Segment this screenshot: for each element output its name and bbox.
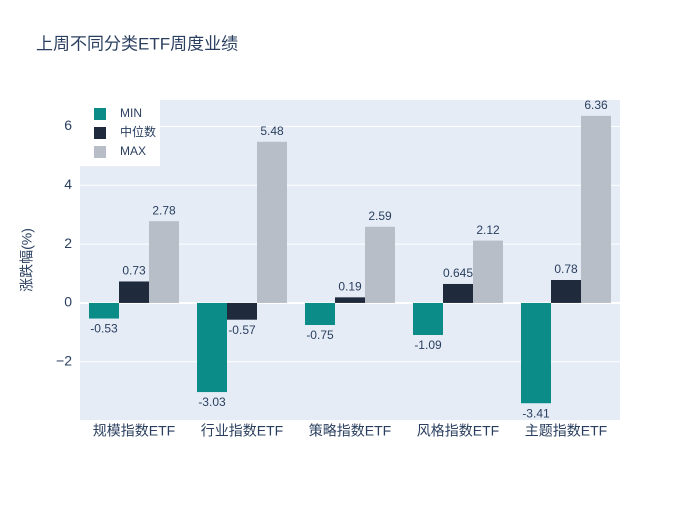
chart-title: 上周不同分类ETF周度业绩	[36, 34, 238, 53]
value-label: 2.59	[368, 209, 392, 223]
bar	[149, 221, 179, 303]
bar	[443, 283, 473, 303]
y-axis-title: 涨跌幅(%)	[19, 228, 35, 292]
value-label: 6.36	[584, 98, 608, 112]
value-label: -0.57	[228, 323, 256, 337]
value-label: -0.75	[306, 328, 334, 342]
value-label: 5.48	[260, 124, 284, 138]
legend-swatch	[94, 108, 106, 120]
value-label: -1.09	[414, 338, 442, 352]
bar	[473, 240, 503, 303]
value-label: -3.41	[522, 406, 550, 420]
x-tick-label: 行业指数ETF	[201, 423, 283, 439]
legend-swatch	[94, 127, 106, 139]
bar	[197, 302, 227, 393]
bar	[119, 281, 149, 303]
value-label: 0.645	[443, 266, 473, 280]
x-tick-label: 主题指数ETF	[525, 423, 607, 439]
bar	[305, 302, 335, 325]
legend-box	[80, 100, 160, 166]
x-tick-label: 策略指数ETF	[309, 423, 391, 439]
bar	[257, 141, 287, 303]
legend-label: MIN	[120, 106, 142, 120]
bar	[551, 280, 581, 303]
bar	[335, 297, 365, 303]
y-tick-label: 0	[64, 294, 72, 310]
value-label: 0.78	[554, 262, 578, 276]
x-tick-label: 风格指数ETF	[417, 423, 499, 439]
x-tick-label: 规模指数ETF	[93, 423, 175, 439]
y-tick-label: 2	[64, 235, 72, 251]
legend-label: 中位数	[120, 124, 156, 139]
legend-swatch	[94, 146, 106, 158]
bar	[89, 302, 119, 319]
bar	[581, 115, 611, 303]
value-label: 0.19	[338, 280, 362, 294]
value-label: -3.03	[198, 395, 226, 409]
y-tick-label: 4	[64, 176, 72, 192]
bar	[413, 302, 443, 335]
value-label: 2.78	[152, 203, 176, 217]
value-label: -0.53	[90, 322, 118, 336]
y-tick-label: −2	[56, 352, 72, 368]
bar	[365, 226, 395, 303]
y-tick-label: 6	[64, 117, 72, 133]
bar	[227, 302, 257, 320]
value-label: 0.73	[122, 264, 146, 278]
legend-label: MAX	[120, 144, 146, 158]
bar	[521, 302, 551, 404]
value-label: 2.12	[476, 223, 500, 237]
